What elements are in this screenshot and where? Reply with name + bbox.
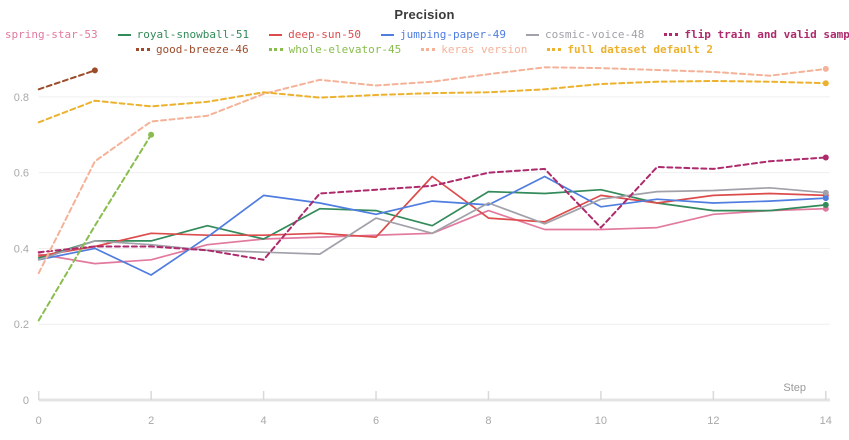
x-tick-label: 14 [820, 415, 832, 427]
legend-label: deep-sun-50 [288, 28, 362, 41]
x-tick-label: 12 [707, 415, 719, 427]
series-line-royal-snowball-51 [37, 188, 827, 259]
legend-swatch-solid [526, 33, 539, 36]
legend-label: full dataset default 2 [567, 43, 714, 56]
legend-item-spring-star-53[interactable]: spring-star-53 [0, 27, 98, 42]
y-tick-label: 0.4 [14, 243, 29, 255]
legend-label: good-breeze-46 [155, 43, 249, 56]
legend-item-cosmic-voice-48[interactable]: cosmic-voice-48 [526, 27, 644, 42]
x-tick-label: 10 [595, 415, 607, 427]
series-line-deep-sun-50 [37, 175, 827, 257]
legend-label: jumping-paper-49 [400, 28, 506, 41]
legend-item-royal-snowball-51[interactable]: royal-snowball-51 [117, 27, 250, 42]
y-tick-label: 0.8 [14, 92, 29, 104]
legend-item-deep-sun-50[interactable]: deep-sun-50 [269, 27, 361, 42]
series-line-flip-train-and-valid-sample [37, 156, 827, 261]
legend-item-full-dataset-default-2[interactable]: full dataset default 2 [547, 42, 713, 57]
x-tick-label: 0 [36, 415, 42, 427]
legend-row: spring-star-53 royal-snowball-51 deep-sun-… [0, 27, 849, 42]
series-endpoint-cosmic-voice-48 [822, 189, 829, 196]
legend-row: good-breeze-46 whole-elevator-45 keras ver… [0, 42, 849, 57]
series-endpoint-royal-snowball-51 [822, 201, 829, 208]
y-tick-label: 0 [23, 395, 29, 407]
legend-swatch-solid [117, 33, 131, 36]
series-line-jumping-paper-49 [37, 175, 827, 276]
y-tick-label: 0.6 [14, 168, 29, 180]
legend-label: spring-star-53 [4, 28, 98, 41]
series-line-keras-version [37, 66, 827, 275]
series-line-cosmic-voice-48 [37, 186, 827, 261]
x-tick-label: 6 [373, 415, 379, 427]
legend-swatch-dashed [135, 48, 150, 51]
legend-label: whole-elevator-45 [288, 43, 402, 56]
series-line-full-dataset-default-2 [37, 80, 827, 124]
legend-label: cosmic-voice-48 [545, 28, 645, 41]
chart-legend: spring-star-53 royal-snowball-51 deep-sun-… [0, 27, 849, 57]
series-line-spring-star-53 [37, 207, 827, 265]
x-tick-label: 2 [148, 415, 154, 427]
legend-label: flip train and valid sample [684, 28, 849, 41]
x-tick-label: 4 [261, 415, 267, 427]
x-tick-label: 8 [485, 415, 491, 427]
legend-item-whole-elevator-45[interactable]: whole-elevator-45 [268, 42, 402, 57]
series-endpoint-keras-version [822, 65, 829, 72]
legend-swatch-dashed [421, 48, 436, 51]
legend-swatch-solid [381, 33, 395, 36]
chart-title: Precision [394, 7, 455, 22]
legend-label: keras version [441, 43, 528, 56]
legend-swatch-dashed [664, 33, 679, 36]
series-line-good-breeze-46 [37, 69, 96, 91]
series-endpoint-good-breeze-46 [91, 67, 98, 74]
legend-item-good-breeze-46[interactable]: good-breeze-46 [135, 42, 249, 57]
legend-item-flip-train-and-valid-sample[interactable]: flip train and valid sample [664, 27, 849, 42]
legend-swatch-solid [269, 33, 283, 36]
series-endpoint-flip-train-and-valid-sample [822, 154, 829, 161]
series-endpoint-full-dataset-default-2 [822, 80, 829, 87]
series-line-whole-elevator-45 [37, 133, 153, 322]
legend-item-jumping-paper-49[interactable]: jumping-paper-49 [381, 27, 506, 42]
legend-label: royal-snowball-51 [136, 28, 250, 41]
legend-item-keras-version[interactable]: keras version [421, 42, 527, 57]
series-endpoint-whole-elevator-45 [148, 131, 155, 138]
legend-swatch-dashed [547, 48, 562, 51]
series-endpoint-jumping-paper-49 [822, 195, 829, 202]
legend-swatch-dashed [268, 48, 283, 51]
x-axis-label: Step [783, 382, 806, 394]
y-tick-label: 0.2 [14, 319, 29, 331]
